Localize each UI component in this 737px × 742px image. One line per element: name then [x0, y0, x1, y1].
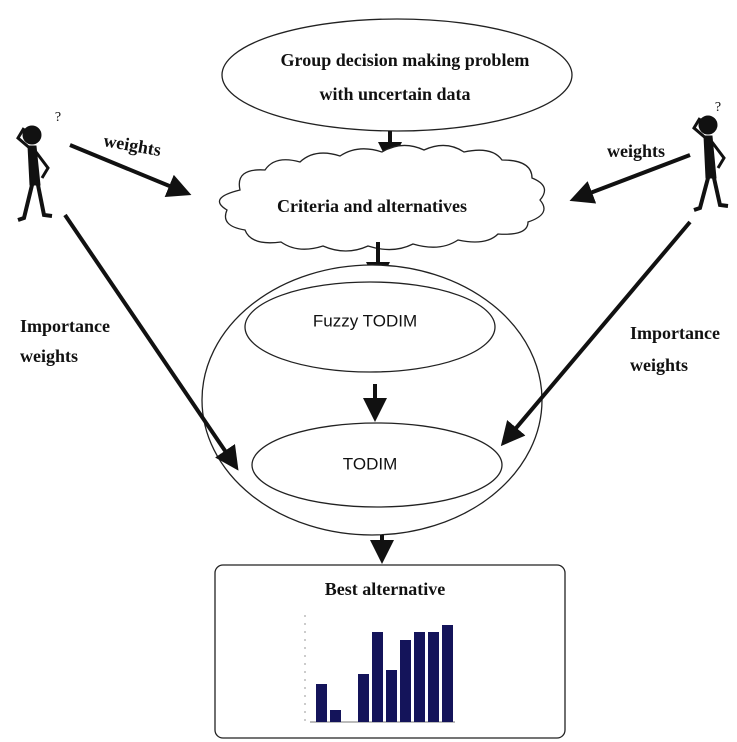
- importance-label: Importance: [630, 323, 720, 343]
- result-label: Best alternative: [325, 579, 445, 599]
- question-mark: ?: [715, 100, 721, 115]
- importance-label: weights: [20, 346, 78, 366]
- todim-label: TODIM: [343, 454, 397, 473]
- criteria-label: Criteria and alternatives: [277, 196, 467, 216]
- importance-label: Importance: [20, 316, 110, 336]
- problem-label: with uncertain data: [319, 84, 470, 104]
- importance-label: weights: [630, 355, 688, 375]
- weights-label: weights: [102, 130, 163, 160]
- arrow: [65, 215, 234, 464]
- right-person-icon: [694, 116, 728, 210]
- weights-label: weights: [607, 141, 665, 161]
- problem-label: Group decision making problem: [281, 50, 530, 70]
- left-person-icon: [18, 126, 52, 220]
- diagram: Group decision making problem with uncer…: [0, 0, 737, 742]
- arrow: [577, 155, 690, 198]
- fuzzy-todim-label: Fuzzy TODIM: [313, 311, 417, 330]
- problem-node: [222, 19, 572, 131]
- question-mark: ?: [55, 110, 61, 125]
